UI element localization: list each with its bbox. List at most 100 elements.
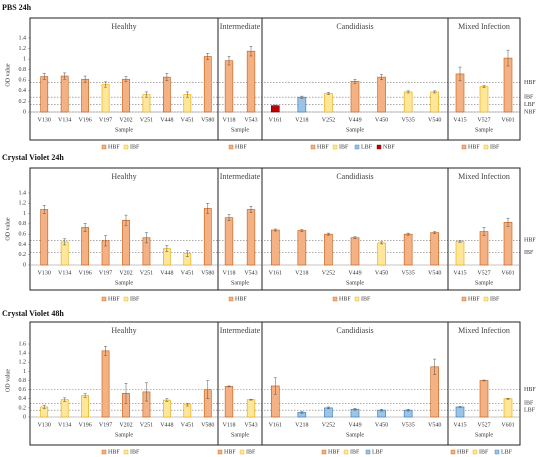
x-tick-label: V134 (58, 117, 71, 123)
x-axis-label: Sample (346, 432, 364, 438)
bar (297, 96, 307, 113)
bar (270, 105, 280, 113)
legend-label: HBF (235, 296, 247, 302)
group-title: Candidiasis (336, 326, 373, 335)
bar (377, 242, 386, 266)
threshold-label: LBF (524, 408, 536, 414)
error-bar (63, 72, 67, 80)
error-bar (206, 380, 210, 399)
error-bar (326, 232, 330, 236)
bar (183, 404, 192, 418)
y-tick-label: 1.4 (19, 351, 27, 357)
x-tick-label: V130 (38, 270, 51, 276)
bar (203, 208, 212, 266)
y-tick-label: 0.8 (19, 67, 27, 73)
bar (324, 233, 333, 266)
y-tick-label: 0.2 (19, 405, 27, 411)
x-tick-label: V202 (119, 270, 132, 276)
bar (350, 81, 360, 113)
error-bar (300, 411, 304, 414)
threshold-label: IBF (524, 95, 534, 101)
legend-swatch (483, 296, 489, 302)
x-tick-label: V451 (181, 270, 194, 276)
threshold-label: HBF (524, 387, 536, 393)
y-axis-label: OD value (5, 63, 11, 86)
bar (403, 91, 413, 113)
error-bar (433, 231, 437, 234)
x-tick-label: V535 (401, 117, 414, 123)
bar (246, 399, 256, 418)
error-bar (506, 49, 510, 67)
bar (40, 76, 49, 113)
error-bar (124, 214, 128, 226)
y-tick-label: 1.4 (19, 35, 27, 41)
legend-label: HBF (108, 296, 120, 302)
bar (163, 399, 171, 418)
x-tick-label: V118 (222, 422, 235, 428)
legend-label: HBF (468, 296, 480, 302)
group-title: Candidiasis (336, 22, 373, 31)
legend-label: IBF (130, 144, 140, 150)
bar (270, 229, 280, 266)
error-bar (227, 214, 231, 222)
legend-label: IBF (350, 449, 360, 455)
x-tick-label: V251 (140, 270, 153, 276)
x-tick-label: V415 (453, 117, 466, 123)
x-axis-label: Sample (231, 127, 249, 133)
y-tick-label: 1 (23, 57, 26, 63)
y-tick-label: 1.2 (19, 201, 27, 207)
threshold-label: NBF (524, 109, 536, 115)
legend-swatch (101, 449, 107, 455)
y-tick-label: 0.2 (19, 252, 27, 258)
x-tick-label: V540 (428, 117, 441, 123)
group-frame (447, 167, 521, 291)
error-bar (104, 235, 108, 247)
x-axis-label: Sample (115, 432, 133, 438)
legend-swatch (321, 449, 327, 455)
legend-label: HBF (468, 144, 480, 150)
error-bar (433, 90, 437, 94)
error-bar (42, 205, 46, 214)
y-tick-label: 0.8 (19, 378, 27, 384)
bar (60, 75, 69, 113)
legend-label: IBF (130, 449, 140, 455)
y-tick-label: 0.4 (19, 242, 27, 248)
bar (163, 76, 171, 113)
x-tick-label: V580 (201, 422, 214, 428)
y-tick-label: 1 (23, 211, 26, 217)
bar (122, 78, 130, 113)
group-title: Healthy (111, 172, 136, 181)
bar (203, 56, 212, 113)
error-bar (206, 203, 210, 214)
x-axis-label: Sample (475, 127, 493, 133)
legend-label: IBF (490, 296, 500, 302)
x-tick-label: V449 (348, 422, 361, 428)
legend-swatch (101, 296, 107, 302)
y-tick-label: 0.6 (19, 387, 27, 393)
bar (324, 407, 333, 418)
bar (324, 93, 333, 113)
bar (224, 386, 234, 418)
error-bar (506, 217, 510, 227)
x-tick-label: V535 (401, 270, 414, 276)
bar (81, 227, 89, 266)
legend-swatch (101, 144, 107, 150)
legend-label: HBF (235, 144, 247, 150)
bar (101, 350, 110, 418)
bar (377, 76, 386, 113)
x-tick-label: V449 (348, 117, 361, 123)
bar (246, 209, 256, 266)
legend-label: IBF (339, 144, 349, 150)
legend-label: IBF (130, 296, 140, 302)
y-tick-label: 1 (23, 369, 26, 375)
chart-title: Crystal Violet 48h (2, 309, 64, 318)
threshold-label: IBF (524, 250, 534, 256)
error-bar (482, 379, 486, 382)
error-bar (406, 90, 410, 94)
legend-swatch (461, 144, 467, 150)
y-tick-label: 0 (23, 262, 26, 268)
legend-swatch (239, 449, 245, 455)
bar (60, 399, 69, 418)
legend-swatch (483, 144, 489, 150)
